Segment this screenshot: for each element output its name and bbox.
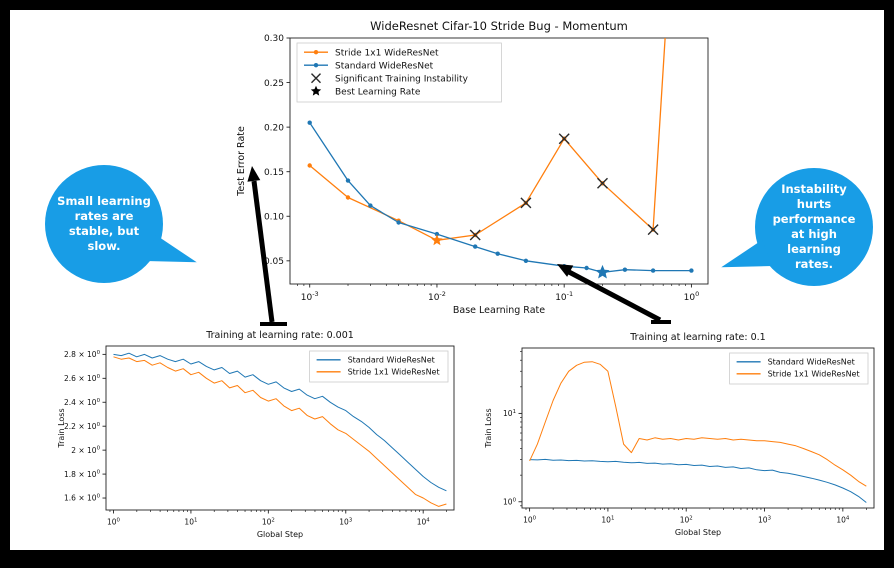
svg-text:0.15: 0.15 [264, 168, 284, 178]
svg-text:100: 100 [523, 515, 537, 524]
train-loss-lr-0001-chart: 100 101 102 103 104 1.6 × 100 1.8 × 100 2 × 100… [57, 330, 455, 539]
test-error-vs-learning-rate-chart: 10-3 10-2 10-1 100 0.05 0.10 0.15 0.20 0.25 0.30 S… [236, 19, 709, 316]
svg-text:Stride 1x1 WideResNet: Stride 1x1 WideResNet [348, 368, 440, 377]
svg-text:0.20: 0.20 [264, 123, 284, 133]
svg-text:102: 102 [680, 515, 693, 524]
svg-text:0.30: 0.30 [264, 34, 284, 44]
svg-text:1.8 × 100: 1.8 × 100 [64, 470, 101, 479]
svg-text:Training at learning rate: 0.0: Training at learning rate: 0.001 [205, 330, 354, 341]
svg-text:102: 102 [262, 517, 275, 526]
svg-text:Best Learning Rate: Best Learning Rate [335, 87, 421, 97]
callout-small-learning-rates-tail [145, 235, 201, 279]
svg-text:Standard WideResNet: Standard WideResNet [768, 358, 855, 367]
svg-text:101: 101 [184, 517, 197, 526]
callout-instability: Instability hurts performance at high le… [717, 168, 873, 286]
svg-text:Test Error Rate: Test Error Rate [236, 126, 247, 197]
svg-text:101: 101 [601, 515, 614, 524]
svg-text:Significant Training Instabili: Significant Training Instability [335, 74, 469, 84]
svg-text:104: 104 [417, 517, 431, 526]
svg-text:Training at learning rate: 0.1: Training at learning rate: 0.1 [629, 332, 765, 343]
svg-text:10-1: 10-1 [555, 290, 573, 303]
callout-instability-tail [717, 240, 773, 284]
svg-text:Stride 1x1 WideResNet: Stride 1x1 WideResNet [768, 370, 860, 379]
svg-text:0.25: 0.25 [264, 79, 284, 89]
svg-text:Base Learning Rate: Base Learning Rate [453, 305, 545, 316]
train-loss-lr-01-chart: 100 101 102 103 104 100 101 Standard WideResNet… [484, 332, 875, 537]
svg-text:2.4 × 100: 2.4 × 100 [64, 398, 101, 407]
svg-text:Global Step: Global Step [257, 530, 303, 539]
svg-text:2.2 × 100: 2.2 × 100 [64, 422, 101, 431]
svg-text:WideResnet Cifar-10 Stride Bug: WideResnet Cifar-10 Stride Bug - Momentu… [370, 19, 628, 33]
svg-text:Stride 1x1 WideResNet: Stride 1x1 WideResNet [335, 48, 439, 58]
callout-small-learning-rates-text: Small learning rates are stable, but slo… [57, 194, 151, 253]
svg-text:103: 103 [758, 515, 771, 524]
svg-text:Standard WideResNet: Standard WideResNet [348, 356, 435, 365]
svg-text:Global Step: Global Step [675, 528, 721, 537]
svg-text:10-3: 10-3 [301, 290, 319, 303]
svg-text:0.05: 0.05 [264, 257, 284, 267]
svg-text:Train Loss: Train Loss [484, 408, 493, 448]
svg-text:Train Loss: Train Loss [57, 408, 66, 448]
svg-text:Standard WideResNet: Standard WideResNet [335, 61, 434, 71]
svg-text:100: 100 [684, 290, 700, 303]
svg-text:104: 104 [836, 515, 850, 524]
svg-text:103: 103 [339, 517, 352, 526]
svg-text:2 × 100: 2 × 100 [71, 446, 100, 455]
svg-text:2.6 × 100: 2.6 × 100 [64, 374, 101, 383]
svg-text:2.8 × 100: 2.8 × 100 [64, 350, 101, 359]
callout-instability-text: Instability hurts performance at high le… [772, 182, 856, 271]
svg-text:100: 100 [503, 497, 517, 506]
callout-small-learning-rates: Small learning rates are stable, but slo… [45, 165, 201, 283]
svg-text:101: 101 [503, 409, 516, 418]
slide: 10-3 10-2 10-1 100 0.05 0.10 0.15 0.20 0.25 0.30 S… [10, 10, 884, 550]
svg-text:10-2: 10-2 [428, 290, 446, 303]
svg-text:100: 100 [107, 517, 121, 526]
svg-text:0.10: 0.10 [264, 213, 284, 223]
svg-text:1.6 × 100: 1.6 × 100 [64, 494, 101, 503]
